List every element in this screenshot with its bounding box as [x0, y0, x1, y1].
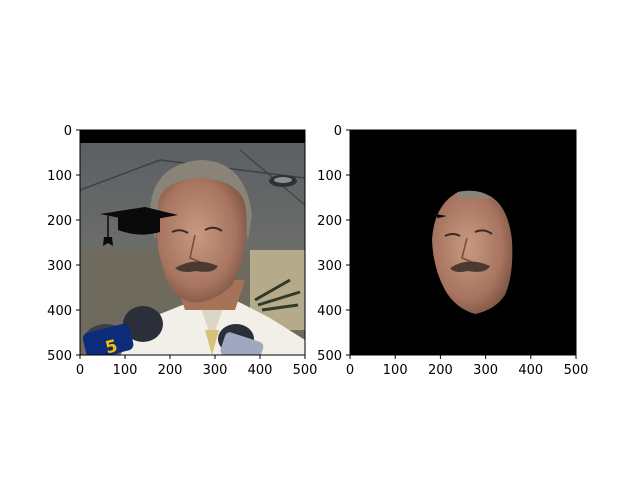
right-x-tick-label: 200	[428, 363, 453, 378]
left-y-tick-label: 0	[64, 124, 72, 139]
right-x-tick-label: 400	[518, 363, 543, 378]
left-axis-ticks: 0 100 200 300 400 500 0 100 200 300 400 500	[47, 124, 317, 378]
mic-label-text: 5	[103, 336, 119, 358]
left-x-tick-label: 0	[76, 363, 84, 378]
right-y-tick-label: 400	[317, 304, 342, 319]
graduation-cap-icon	[100, 207, 178, 246]
left-image: 5	[80, 130, 305, 358]
right-y-tick-label: 300	[317, 259, 342, 274]
left-y-tick-label: 500	[47, 349, 72, 364]
right-axes-frame	[349, 129, 577, 356]
left-y-tick-label: 100	[47, 169, 72, 184]
right-axis-ticks: 0 100 200 300 400 500 0 100 200 300 400 500	[317, 124, 588, 378]
right-x-tick-label: 0	[346, 363, 354, 378]
right-y-tick-label: 200	[317, 214, 342, 229]
left-y-tick-label: 400	[47, 304, 72, 319]
right-y-tick-label: 100	[317, 169, 342, 184]
left-x-tick-label: 200	[158, 363, 183, 378]
right-x-tick-label: 500	[564, 363, 589, 378]
right-image-panel: 0 100 200 300 400 500 0 100 200 300 400 500	[317, 124, 588, 378]
left-axes-frame	[79, 129, 306, 356]
left-x-tick-label: 300	[203, 363, 228, 378]
right-x-tick-label: 300	[473, 363, 498, 378]
right-y-tick-label: 500	[317, 349, 342, 364]
right-image	[350, 130, 576, 355]
right-x-tick-label: 100	[383, 363, 408, 378]
left-image-panel: 5 0 100 200 300 400 500 0 100 200 300 400 500	[47, 124, 317, 378]
left-x-tick-label: 500	[293, 363, 318, 378]
left-y-tick-label: 200	[47, 214, 72, 229]
left-y-tick-label: 300	[47, 259, 72, 274]
right-y-tick-label: 0	[334, 124, 342, 139]
left-x-tick-label: 100	[113, 363, 138, 378]
left-x-tick-label: 400	[248, 363, 273, 378]
